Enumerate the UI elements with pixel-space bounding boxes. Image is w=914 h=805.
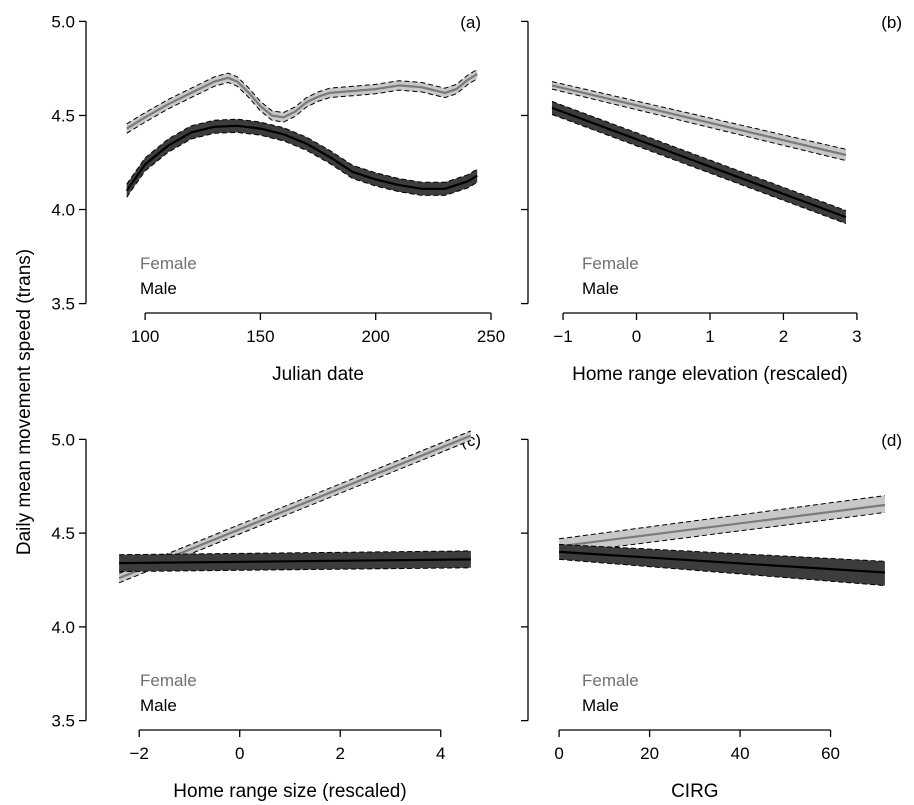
series-female (558, 495, 886, 555)
series-male (125, 118, 478, 198)
y-tick-label: 5.0 (51, 12, 75, 31)
confidence-band (126, 69, 478, 134)
series-line (551, 106, 847, 219)
ci-upper-line (126, 68, 478, 125)
legend-female: Female (140, 671, 197, 690)
x-tick-label: 0 (235, 744, 244, 763)
panel-d: 0 20 40 60 CIRG (d) Female Male (521, 431, 902, 802)
panel-tag: (a) (460, 13, 481, 32)
legend-male: Male (582, 279, 619, 298)
x-tick-label: 2 (779, 327, 788, 346)
ci-lower-line (119, 567, 471, 573)
confidence-band (559, 544, 885, 586)
series-male (551, 100, 847, 225)
x-axis-label: Julian date (272, 364, 364, 385)
x-tick-label: −2 (130, 744, 149, 763)
panel-tag: (d) (881, 431, 902, 450)
x-tick-label: 60 (821, 744, 840, 763)
series-female (551, 81, 847, 162)
panel-c: 3.5 4.0 4.5 5.0 −2 0 2 4 Home range size (rescal… (51, 430, 481, 802)
x-tick-label: 40 (731, 744, 750, 763)
legend-female: Female (582, 254, 639, 273)
x-tick-label: 100 (131, 327, 159, 346)
series-line (559, 550, 885, 574)
panel-a: 3.5 4.0 4.5 5.0 100 150 200 250 Julian date (a) Fe… (51, 12, 505, 385)
x-axis-label: Home range elevation (rescaled) (572, 364, 848, 385)
x-tick-label: −1 (553, 327, 572, 346)
series-line (126, 73, 478, 130)
panel-tag: (b) (881, 13, 902, 32)
ci-lower-line (551, 114, 847, 225)
ci-upper-line (559, 495, 885, 540)
x-tick-label: 3 (852, 327, 861, 346)
x-tick-label: 20 (640, 744, 659, 763)
y-tick-label: 4.0 (51, 618, 75, 637)
ci-lower-line (559, 558, 885, 587)
y-tick-label: 4.0 (51, 201, 75, 220)
ci-lower-line (126, 78, 478, 134)
x-axis-label: CIRG (671, 781, 719, 802)
x-tick-label: 4 (436, 744, 445, 763)
ci-upper-line (551, 100, 847, 211)
ci-lower-line (551, 88, 847, 162)
legend-female: Female (140, 254, 197, 273)
ci-lower-line (126, 131, 478, 198)
x-tick-label: 0 (554, 744, 563, 763)
series-male (119, 550, 471, 573)
x-tick-label: 2 (335, 744, 344, 763)
x-tick-label: 200 (362, 327, 390, 346)
ci-lower-line (118, 439, 472, 584)
y-tick-label: 3.5 (51, 295, 75, 314)
ci-upper-line (118, 430, 472, 574)
legend-male: Male (140, 696, 177, 715)
ci-upper-line (126, 118, 478, 185)
y-tick-label: 5.0 (51, 430, 75, 449)
y-tick-label: 4.5 (51, 524, 75, 543)
x-tick-label: 250 (477, 327, 505, 346)
x-tick-label: 0 (632, 327, 641, 346)
ci-upper-line (551, 81, 847, 150)
ci-upper-line (119, 550, 471, 556)
y-tick-label: 4.5 (51, 106, 75, 125)
series-line (551, 84, 847, 157)
series-female (126, 68, 478, 134)
y-tick-label: 3.5 (51, 712, 75, 731)
x-tick-label: 1 (705, 327, 714, 346)
legend-male: Male (582, 696, 619, 715)
series-line (558, 503, 886, 548)
x-axis-label: Home range size (rescaled) (173, 781, 406, 802)
y-axis-label: Daily mean movement speed (trans) (14, 249, 35, 555)
legend-female: Female (582, 671, 639, 690)
ci-upper-line (559, 543, 885, 562)
ci-lower-line (559, 512, 885, 555)
series-line (125, 124, 478, 192)
x-tick-label: 150 (246, 327, 274, 346)
series-male (559, 543, 885, 587)
legend-male: Male (140, 279, 177, 298)
confidence-band (126, 119, 478, 198)
series-line (119, 558, 471, 565)
